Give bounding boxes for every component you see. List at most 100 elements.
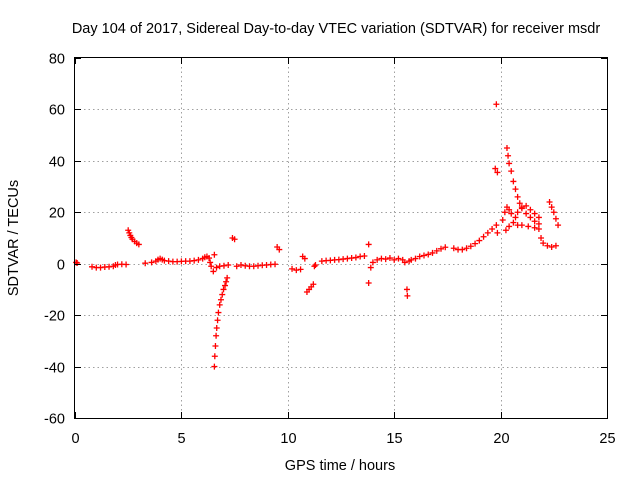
series-baseline-11-17h: [318, 241, 449, 299]
data-point: [225, 262, 232, 268]
series-spike-20-23h: [499, 145, 562, 250]
data-point: [312, 262, 319, 268]
data-point: [220, 262, 227, 269]
data-point: [367, 264, 374, 271]
data-point: [508, 210, 515, 217]
data-point: [365, 241, 372, 248]
x-axis-label: GPS time / hours: [285, 458, 395, 474]
data-point: [548, 204, 555, 211]
data-point: [552, 215, 559, 222]
data-point: [518, 204, 525, 211]
x-tick-label: 10: [280, 431, 296, 447]
data-point: [540, 240, 547, 247]
data-point: [535, 214, 542, 221]
data-point: [506, 223, 513, 230]
data-point: [535, 220, 542, 227]
data-point: [276, 246, 283, 253]
data-point: [195, 256, 202, 263]
plot-frame: [74, 57, 608, 419]
data-point: [391, 256, 398, 263]
data-point: [425, 251, 432, 258]
y-tick-label: 60: [49, 103, 65, 119]
data-point: [508, 168, 515, 175]
data-point: [531, 224, 538, 231]
data-point: [523, 202, 530, 209]
data-point: [472, 240, 479, 247]
data-point: [219, 291, 226, 298]
data-point: [450, 245, 457, 252]
data-point: [503, 145, 510, 151]
data-point: [467, 243, 474, 250]
data-point: [211, 363, 218, 370]
data-point: [224, 274, 231, 281]
data-point: [506, 206, 513, 213]
data-point: [213, 325, 220, 331]
data-point: [493, 101, 500, 108]
data-point: [208, 263, 215, 270]
data-point: [212, 343, 219, 349]
data-point: [207, 259, 214, 266]
data-point: [505, 152, 512, 159]
data-point: [514, 209, 521, 216]
series-dip-6.5h: [211, 274, 231, 370]
data-point: [527, 206, 534, 213]
data-point: [135, 241, 142, 248]
data-point: [401, 259, 408, 266]
data-point: [512, 186, 519, 193]
y-tick-label: -20: [44, 309, 65, 325]
data-point: [510, 178, 517, 185]
y-tick-label: -40: [44, 361, 65, 377]
data-point: [233, 263, 240, 270]
data-point: [416, 253, 423, 260]
data-point: [222, 282, 229, 289]
data-point: [237, 262, 244, 268]
data-point: [223, 278, 230, 285]
x-tick-label: 20: [493, 431, 509, 447]
data-point: [480, 233, 487, 240]
data-point: [365, 280, 372, 286]
data-point: [297, 266, 304, 273]
data-point: [214, 317, 221, 324]
data-point: [74, 259, 81, 266]
data-point: [494, 169, 501, 176]
data-point: [531, 218, 538, 225]
data-point: [217, 296, 224, 303]
series-baseline-3-6h: [142, 251, 218, 275]
data-point: [525, 223, 532, 230]
y-tick-label: 20: [49, 206, 65, 222]
data-point: [489, 226, 496, 232]
data-point: [510, 219, 517, 226]
data-point: [89, 263, 96, 270]
data-point: [216, 301, 223, 308]
data-point: [404, 292, 411, 299]
series-segment-10-11h: [289, 253, 319, 295]
data-point: [123, 261, 130, 268]
series-rise-18-20h: [450, 101, 501, 253]
grid: [75, 58, 607, 418]
data-point: [438, 245, 445, 252]
data-point: [213, 332, 220, 339]
data-point: [546, 199, 553, 205]
data-point: [311, 263, 318, 270]
y-axis-label: SDTVAR / TECUs: [6, 180, 22, 296]
data-point: [361, 253, 368, 259]
data-point: [352, 254, 359, 261]
data-point: [148, 259, 155, 266]
data-point: [231, 236, 238, 243]
data-point: [220, 286, 227, 293]
data-point: [420, 252, 427, 259]
data-point: [395, 255, 402, 262]
data-point: [476, 237, 483, 244]
data-point: [535, 226, 542, 232]
series-baseline-7-9.5h: [213, 235, 283, 271]
data-point: [512, 214, 519, 221]
data-point: [382, 256, 389, 263]
series-baseline-early: [73, 259, 130, 271]
data-point: [552, 242, 559, 249]
data-point: [293, 267, 300, 274]
data-point: [433, 247, 440, 254]
data-point: [518, 222, 525, 229]
data-point: [555, 222, 562, 229]
data-point: [272, 261, 279, 268]
